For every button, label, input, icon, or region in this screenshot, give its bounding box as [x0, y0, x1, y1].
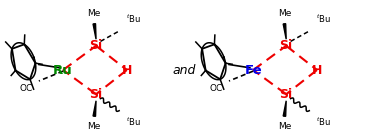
Text: Si: Si — [90, 39, 102, 52]
Text: Me: Me — [88, 122, 101, 131]
Text: Me: Me — [278, 122, 291, 131]
Text: $^t$Bu: $^t$Bu — [316, 12, 331, 25]
Polygon shape — [283, 24, 286, 39]
Polygon shape — [283, 101, 286, 116]
Text: OC: OC — [19, 84, 32, 93]
Text: H: H — [312, 64, 322, 76]
Text: Si: Si — [90, 88, 102, 101]
Text: and: and — [173, 64, 196, 76]
Polygon shape — [93, 24, 96, 39]
Text: $^t$Bu: $^t$Bu — [126, 12, 141, 25]
Text: $^t$Bu: $^t$Bu — [316, 115, 331, 128]
Text: Fe: Fe — [244, 64, 262, 76]
Text: OC: OC — [209, 84, 222, 93]
Text: H: H — [122, 64, 132, 76]
Text: Ru: Ru — [53, 64, 73, 76]
Text: Me: Me — [88, 9, 101, 18]
Polygon shape — [93, 101, 96, 116]
Text: Si: Si — [280, 39, 293, 52]
Text: Si: Si — [280, 88, 293, 101]
Text: $^t$Bu: $^t$Bu — [126, 115, 141, 128]
Text: Me: Me — [278, 9, 291, 18]
